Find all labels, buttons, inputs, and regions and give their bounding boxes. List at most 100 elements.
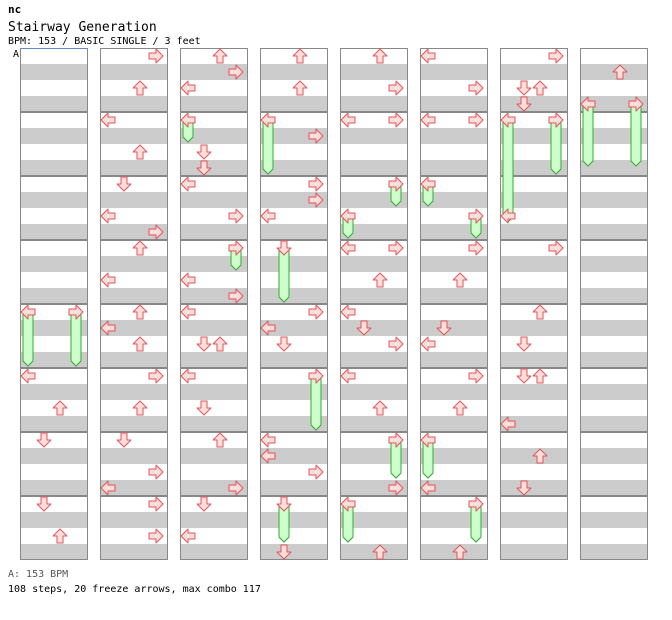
down-arrow	[116, 176, 132, 192]
beat-stripe	[20, 64, 88, 80]
right-arrow	[468, 208, 484, 224]
measure-box	[260, 48, 328, 112]
measure-box	[340, 240, 408, 304]
beat-stripe	[180, 416, 248, 432]
down-arrow	[276, 336, 292, 352]
down-arrow	[356, 320, 372, 336]
right-arrow	[628, 96, 644, 112]
measure-box	[580, 48, 648, 112]
measure-box	[420, 304, 488, 368]
left-arrow	[180, 272, 196, 288]
up-arrow	[532, 368, 548, 384]
beat-stripe	[100, 96, 168, 112]
chart-column	[20, 48, 88, 560]
measure-box	[20, 112, 88, 176]
left-arrow	[340, 112, 356, 128]
beat-stripe	[260, 224, 328, 240]
measure-box	[500, 496, 568, 560]
measure-box	[340, 304, 408, 368]
beat-stripe	[260, 352, 328, 368]
left-arrow	[20, 368, 36, 384]
measure-box	[500, 304, 568, 368]
right-arrow	[388, 480, 404, 496]
beat-stripe	[500, 352, 568, 368]
beat-stripe	[180, 448, 248, 464]
measure-box	[260, 496, 328, 560]
beat-stripe	[180, 160, 248, 176]
left-arrow	[500, 416, 516, 432]
beat-stripe	[180, 96, 248, 112]
beat-stripe	[180, 224, 248, 240]
measure-box	[260, 368, 328, 432]
up-arrow	[132, 336, 148, 352]
left-arrow	[340, 240, 356, 256]
right-arrow	[468, 368, 484, 384]
left-arrow	[500, 208, 516, 224]
song-title: Stairway Generation	[8, 20, 157, 35]
beat-stripe	[260, 128, 328, 144]
down-arrow	[36, 432, 52, 448]
beat-stripe	[100, 224, 168, 240]
beat-stripe	[420, 288, 488, 304]
beat-stripe	[340, 160, 408, 176]
beat-stripe	[20, 416, 88, 432]
beat-stripe	[260, 256, 328, 272]
left-arrow	[340, 304, 356, 320]
bpm-marker-label: A	[13, 49, 19, 60]
up-arrow	[372, 544, 388, 560]
right-arrow	[228, 288, 244, 304]
right-arrow	[308, 464, 324, 480]
measure-box	[580, 112, 648, 176]
right-arrow	[228, 64, 244, 80]
right-arrow	[148, 496, 164, 512]
measure-box	[340, 176, 408, 240]
beat-stripe	[340, 64, 408, 80]
beat-stripe	[500, 256, 568, 272]
beat-stripe	[500, 288, 568, 304]
measure-box	[340, 48, 408, 112]
left-arrow	[180, 368, 196, 384]
beat-stripe	[260, 480, 328, 496]
chart-title: nc	[8, 3, 22, 16]
measure-box	[180, 240, 248, 304]
down-arrow	[196, 496, 212, 512]
right-arrow	[388, 432, 404, 448]
beat-stripe	[340, 288, 408, 304]
measure-box	[500, 368, 568, 432]
up-arrow	[132, 240, 148, 256]
beat-stripe	[180, 384, 248, 400]
freeze-arrow	[262, 119, 274, 175]
beat-stripe	[500, 384, 568, 400]
measure-box	[500, 176, 568, 240]
down-arrow	[196, 144, 212, 160]
beat-stripe	[340, 96, 408, 112]
beat-stripe	[580, 416, 648, 432]
beat-stripe	[420, 128, 488, 144]
step-stats: 108 steps, 20 freeze arrows, max combo 1…	[8, 584, 261, 595]
beat-stripe	[180, 192, 248, 208]
right-arrow	[548, 48, 564, 64]
up-arrow	[372, 48, 388, 64]
beat-stripe	[180, 480, 248, 496]
right-arrow	[548, 240, 564, 256]
left-arrow	[180, 112, 196, 128]
beat-stripe	[500, 480, 568, 496]
measure-box	[500, 240, 568, 304]
left-arrow	[340, 496, 356, 512]
beat-stripe	[580, 480, 648, 496]
down-arrow	[276, 496, 292, 512]
beat-stripe	[20, 160, 88, 176]
measure-box	[580, 496, 648, 560]
measure-box	[180, 112, 248, 176]
measure-box	[100, 368, 168, 432]
beat-stripe	[180, 128, 248, 144]
left-arrow	[100, 320, 116, 336]
left-arrow	[260, 320, 276, 336]
down-arrow	[276, 544, 292, 560]
measure-box	[580, 304, 648, 368]
beat-stripe	[420, 192, 488, 208]
left-arrow	[260, 432, 276, 448]
left-arrow	[260, 448, 276, 464]
beat-stripe	[420, 352, 488, 368]
beat-stripe	[260, 512, 328, 528]
